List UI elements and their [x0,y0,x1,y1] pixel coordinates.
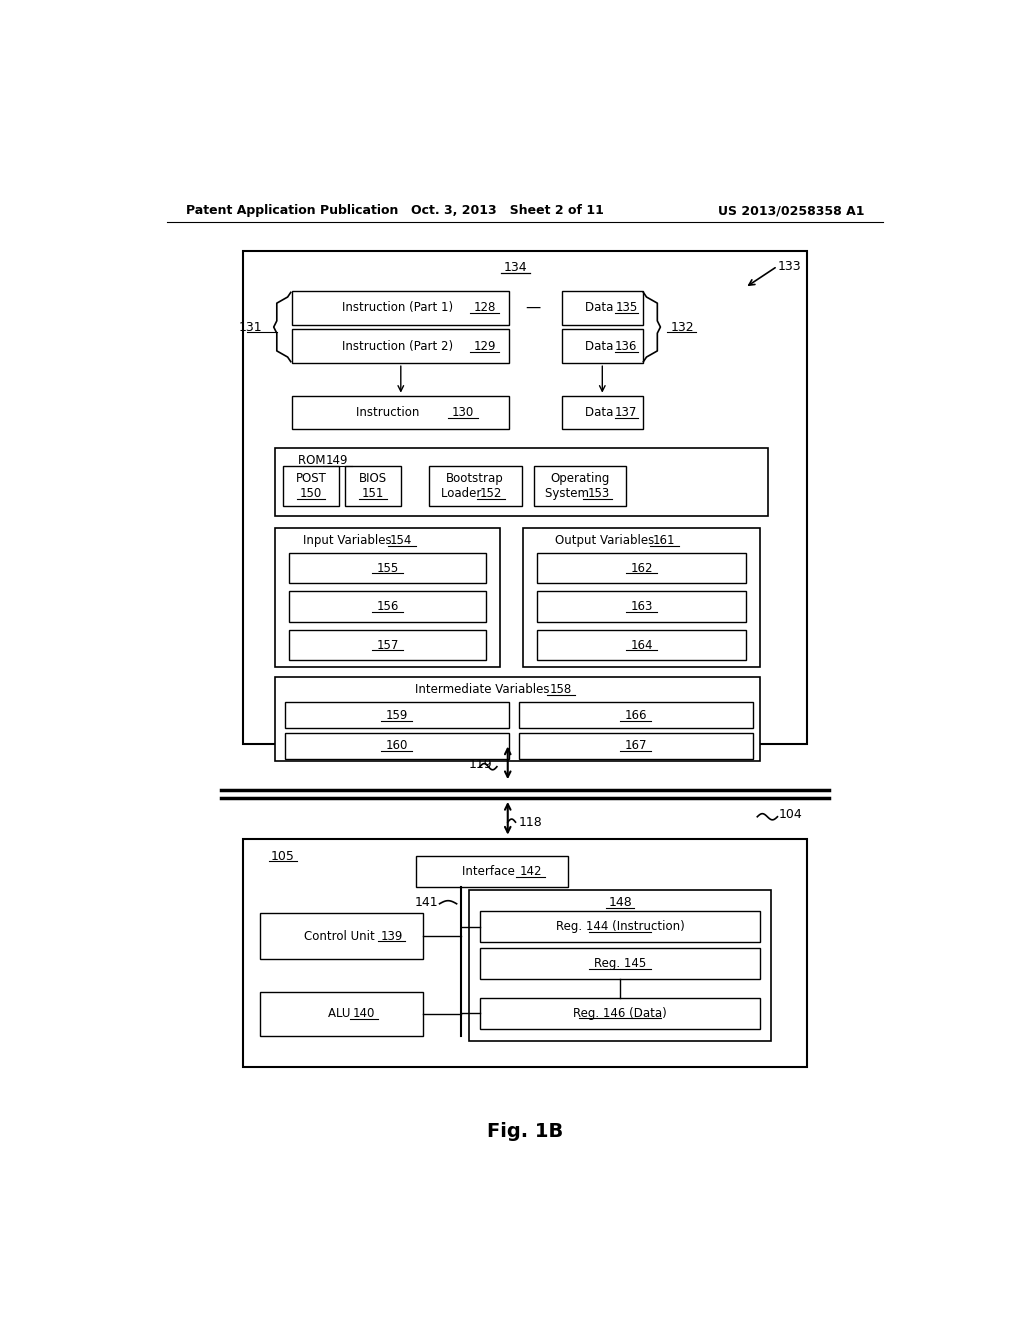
Text: Instruction (Part 2): Instruction (Part 2) [342,339,457,352]
Bar [243,840,807,1067]
Bar [535,466,626,507]
Text: 149: 149 [326,454,348,467]
Bar [538,553,746,583]
Text: Oct. 3, 2013   Sheet 2 of 11: Oct. 3, 2013 Sheet 2 of 11 [412,205,604,218]
Text: 132: 132 [671,321,694,334]
Bar [275,447,768,516]
Text: 139: 139 [380,929,402,942]
Text: 131: 131 [239,321,262,334]
Text: Operating: Operating [550,473,609,486]
Text: 104: 104 [779,808,803,821]
Text: 135: 135 [615,301,638,314]
Text: System: System [545,487,593,500]
Bar [538,591,746,622]
Text: 128: 128 [473,301,496,314]
Text: —: — [525,300,541,315]
Text: 141: 141 [415,896,438,908]
Text: Reg. 144 (Instruction): Reg. 144 (Instruction) [556,920,684,933]
Text: 152: 152 [479,487,502,500]
Bar [289,630,486,660]
Text: 118: 118 [518,816,543,829]
Bar [275,528,500,667]
Bar [469,890,771,1040]
Text: 134: 134 [504,261,527,275]
Text: 157: 157 [377,639,398,652]
Text: Instruction (Part 1): Instruction (Part 1) [342,301,457,314]
Text: Interface: Interface [462,865,518,878]
Bar [292,290,509,325]
Text: Instruction: Instruction [356,407,424,418]
Bar [292,330,509,363]
Text: Control Unit: Control Unit [304,929,379,942]
Bar [523,528,761,667]
Bar [275,677,761,760]
Bar [538,630,746,660]
Bar [243,251,807,743]
Text: 151: 151 [361,487,384,500]
Text: 158: 158 [549,684,571,696]
Text: 137: 137 [615,407,638,418]
Text: POST: POST [296,473,327,486]
Text: 140: 140 [352,1007,375,1020]
Text: Fig. 1B: Fig. 1B [486,1122,563,1142]
Text: 142: 142 [520,865,543,878]
Bar [417,857,568,887]
Bar [480,998,761,1028]
Text: US 2013/0258358 A1: US 2013/0258358 A1 [718,205,864,218]
Text: Data: Data [585,301,616,314]
Text: Intermediate Variables: Intermediate Variables [416,684,554,696]
Text: ALU: ALU [328,1007,354,1020]
Bar [562,396,643,429]
Text: Data: Data [585,339,616,352]
Text: 154: 154 [389,533,412,546]
Bar [260,913,423,960]
Bar [292,396,509,429]
Bar [562,330,643,363]
Text: 161: 161 [653,533,676,546]
Text: 164: 164 [631,639,653,652]
Text: 133: 133 [777,260,801,273]
Text: 130: 130 [452,407,474,418]
Bar [289,553,486,583]
Bar [429,466,521,507]
Bar [518,733,753,759]
Text: 153: 153 [588,487,609,500]
Bar [260,991,423,1036]
Text: 163: 163 [631,601,653,612]
Text: Loader: Loader [440,487,484,500]
Bar [480,948,761,979]
Text: ROM: ROM [298,454,330,467]
Bar [285,702,509,729]
Text: Reg. 146 (Data): Reg. 146 (Data) [573,1007,667,1019]
Text: 148: 148 [608,896,632,908]
Bar [289,591,486,622]
Bar [518,702,753,729]
Text: 129: 129 [473,339,496,352]
Text: 105: 105 [271,850,295,862]
Text: 119: 119 [469,758,493,771]
Text: 156: 156 [377,601,398,612]
Text: BIOS: BIOS [358,473,387,486]
Text: Patent Application Publication: Patent Application Publication [186,205,398,218]
Text: 166: 166 [625,709,647,722]
Bar [345,466,400,507]
Text: 155: 155 [377,561,398,574]
Text: Input Variables: Input Variables [303,533,395,546]
Bar [285,733,509,759]
Text: 162: 162 [631,561,653,574]
Bar [480,911,761,942]
Text: Output Variables: Output Variables [555,533,657,546]
Bar [283,466,339,507]
Text: Reg. 145: Reg. 145 [594,957,646,970]
Text: Data: Data [585,407,616,418]
Text: 167: 167 [625,739,647,752]
Text: 160: 160 [386,739,409,752]
Text: 136: 136 [615,339,638,352]
Text: 159: 159 [386,709,409,722]
Text: Bootstrap: Bootstrap [446,473,504,486]
Bar [562,290,643,325]
Text: 150: 150 [300,487,322,500]
